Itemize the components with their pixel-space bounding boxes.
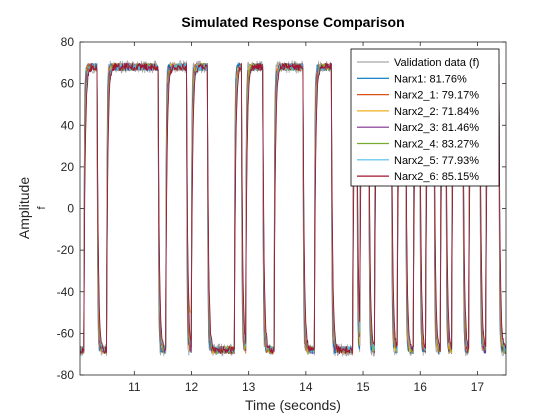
chart-title: Simulated Response Comparison bbox=[181, 14, 404, 30]
y-tick-label-4: 0 bbox=[67, 202, 74, 216]
legend-label-2: Narx2_1: 79.17% bbox=[394, 90, 479, 102]
y-tick-label-0: -80 bbox=[57, 368, 75, 382]
series-layer bbox=[80, 60, 506, 357]
x-tick-label-6: 17 bbox=[471, 380, 485, 394]
x-tick-label-3: 14 bbox=[299, 380, 313, 394]
x-axis-label: Time (seconds) bbox=[245, 397, 341, 413]
x-tick-label-1: 12 bbox=[185, 380, 199, 394]
legend: Validation data (f) Narx1: 81.76% Narx2_1:… bbox=[350, 48, 500, 187]
y-axis-sublabel: f bbox=[36, 206, 48, 210]
legend-label-0: Validation data (f) bbox=[394, 57, 479, 69]
y-tick-label-7: 60 bbox=[61, 77, 75, 91]
y-tick-label-6: 40 bbox=[61, 118, 75, 132]
legend-box bbox=[350, 48, 500, 187]
ticks-layer: 11 12 13 14 15 16 17 -80 -60 -40 -20 0 20 40 60 80 bbox=[57, 35, 506, 394]
legend-label-6: Narx2_5: 77.93% bbox=[394, 155, 479, 167]
y-axis-label: Amplitude bbox=[16, 177, 32, 239]
x-tick-label-5: 16 bbox=[414, 380, 428, 394]
legend-label-7: Narx2_6: 85.15% bbox=[394, 171, 479, 183]
series-line-7 bbox=[80, 62, 506, 355]
legend-label-4: Narx2_3: 81.46% bbox=[394, 122, 479, 134]
y-tick-label-3: -20 bbox=[57, 243, 75, 257]
y-tick-label-2: -40 bbox=[57, 285, 75, 299]
y-tick-label-8: 80 bbox=[61, 35, 75, 49]
y-tick-label-5: 20 bbox=[61, 160, 75, 174]
legend-label-1: Narx1: 81.76% bbox=[394, 73, 467, 85]
x-tick-label-2: 13 bbox=[242, 380, 256, 394]
x-tick-label-0: 11 bbox=[128, 380, 141, 394]
x-tick-label-4: 15 bbox=[356, 380, 370, 394]
legend-label-5: Narx2_4: 83.27% bbox=[394, 139, 479, 151]
legend-label-3: Narx2_2: 71.84% bbox=[394, 106, 479, 118]
y-tick-label-1: -60 bbox=[57, 326, 75, 340]
